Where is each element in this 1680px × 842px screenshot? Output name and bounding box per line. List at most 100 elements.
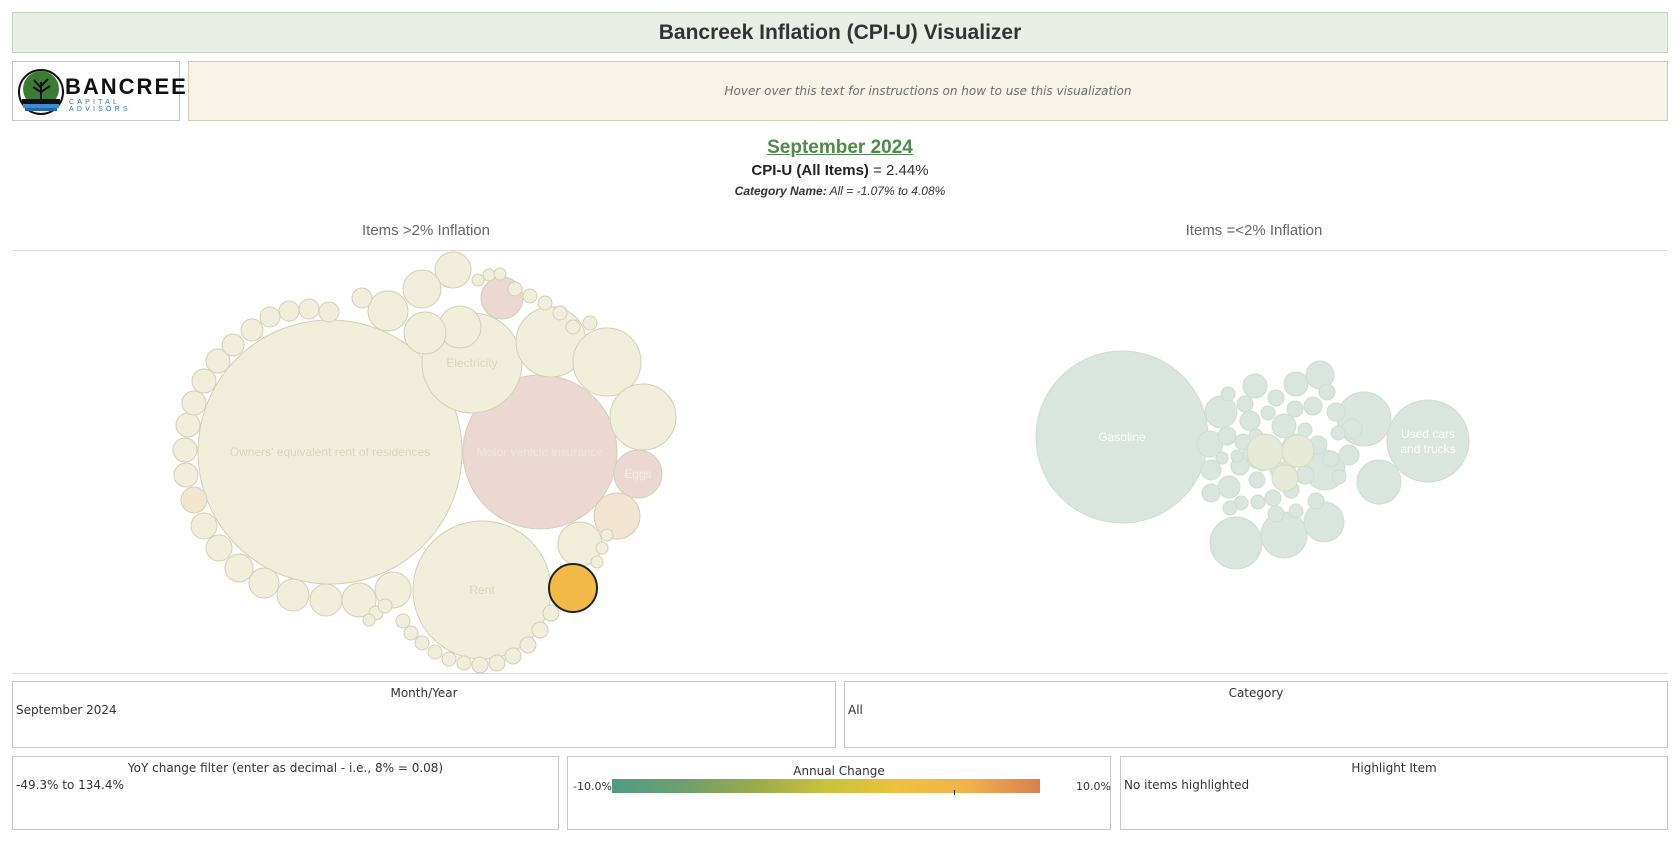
item-bubble[interactable] xyxy=(173,462,199,488)
item-bubble[interactable] xyxy=(1217,426,1237,446)
item-bubble[interactable] xyxy=(1201,483,1221,503)
item-bubble[interactable] xyxy=(1356,459,1402,505)
item-bubble[interactable] xyxy=(298,298,320,320)
item-bubble[interactable] xyxy=(1230,449,1244,463)
item-bubble[interactable] xyxy=(434,251,472,289)
item-bubble[interactable] xyxy=(172,437,198,463)
item-bubble[interactable] xyxy=(395,613,411,629)
item-bubble[interactable] xyxy=(190,512,218,540)
item-bubble[interactable] xyxy=(522,288,538,304)
item-bubble[interactable] xyxy=(1295,465,1315,485)
item-bubble[interactable] xyxy=(175,412,201,438)
item-bubble[interactable] xyxy=(224,553,254,583)
item-bubble[interactable] xyxy=(590,555,604,569)
item-bubble[interactable] xyxy=(613,449,663,499)
item-bubble[interactable] xyxy=(582,315,598,331)
item-bubble[interactable] xyxy=(1267,389,1285,407)
item-bubble[interactable] xyxy=(482,268,496,282)
item-bubble[interactable] xyxy=(191,368,217,394)
item-bubble[interactable] xyxy=(367,290,409,332)
item-bubble[interactable] xyxy=(1215,451,1229,465)
item-bubble[interactable] xyxy=(1286,400,1304,418)
item-bubble[interactable] xyxy=(1303,501,1345,543)
item-bubble[interactable] xyxy=(1220,386,1236,402)
item-bubble[interactable] xyxy=(600,528,614,542)
item-bubble[interactable] xyxy=(1331,469,1347,485)
item-bubble[interactable] xyxy=(240,318,264,342)
item-bubble[interactable] xyxy=(181,390,207,416)
item-bubble[interactable] xyxy=(1341,418,1363,440)
item-bubble[interactable] xyxy=(318,301,340,323)
item-bubble[interactable] xyxy=(1336,391,1392,447)
item-bubble[interactable] xyxy=(276,578,310,612)
month-year-filter[interactable]: Month/Year September 2024 xyxy=(12,681,836,748)
item-bubble[interactable] xyxy=(1204,395,1238,429)
item-bubble[interactable] xyxy=(259,306,281,328)
item-bubble[interactable] xyxy=(1338,444,1360,466)
item-bubble[interactable] xyxy=(1303,396,1323,416)
item-bubble[interactable] xyxy=(595,541,609,555)
item-bubble[interactable] xyxy=(471,273,485,287)
item-bubble[interactable] xyxy=(1326,402,1346,422)
item-bubble[interactable] xyxy=(1236,395,1254,413)
item-bubble[interactable] xyxy=(1222,500,1238,516)
yoy-filter[interactable]: YoY change filter (enter as decimal - i.… xyxy=(12,756,559,830)
item-bubble[interactable] xyxy=(504,647,522,665)
item-bubble[interactable] xyxy=(427,644,443,660)
item-bubble[interactable] xyxy=(278,300,300,322)
item-bubble[interactable] xyxy=(1260,405,1276,421)
item-bubble[interactable] xyxy=(1322,450,1340,468)
item-bubble[interactable] xyxy=(537,295,553,311)
item-bubble[interactable] xyxy=(609,383,677,451)
item-bubble[interactable] xyxy=(1209,516,1263,570)
item-bubble[interactable] xyxy=(1307,492,1325,510)
item-bubble[interactable] xyxy=(507,281,523,297)
item-bubble[interactable] xyxy=(456,655,472,671)
item-bubble[interactable] xyxy=(542,604,560,622)
item-bubble[interactable] xyxy=(1217,475,1241,499)
item-bubble[interactable] xyxy=(593,492,641,540)
item-bubble[interactable] xyxy=(205,348,231,374)
item-bubble[interactable] xyxy=(1267,505,1285,523)
item-bubble[interactable] xyxy=(493,267,507,281)
item-bubble[interactable] xyxy=(180,486,208,514)
item-bubble[interactable] xyxy=(402,269,442,309)
item-bubble[interactable] xyxy=(1246,433,1284,471)
highlighted-item-bubble[interactable] xyxy=(548,563,598,613)
item-bubble[interactable] xyxy=(351,287,373,309)
item-bubble[interactable] xyxy=(1386,399,1470,483)
category-value[interactable]: All xyxy=(848,703,863,717)
item-bubble[interactable] xyxy=(309,583,343,617)
item-bubble[interactable] xyxy=(1318,383,1336,401)
instructions-box[interactable]: Hover over this text for instructions on… xyxy=(188,61,1668,121)
item-bubble[interactable] xyxy=(471,656,489,674)
item-bubble[interactable] xyxy=(1264,489,1282,507)
item-bubble[interactable] xyxy=(1239,410,1261,432)
highlight-item-filter[interactable]: Highlight Item No items highlighted xyxy=(1120,756,1668,830)
item-bubble[interactable] xyxy=(221,333,245,357)
item-bubble[interactable] xyxy=(1242,373,1268,399)
item-bubble[interactable] xyxy=(205,534,233,562)
item-bubble[interactable] xyxy=(565,319,581,335)
item-bubble[interactable] xyxy=(488,654,506,672)
item-bubble[interactable] xyxy=(248,567,280,599)
item-bubble[interactable] xyxy=(1250,494,1266,510)
item-bubble[interactable] xyxy=(1288,503,1304,519)
item-bubble[interactable] xyxy=(414,635,430,651)
item-bubble[interactable] xyxy=(1200,459,1222,481)
item-bubble[interactable] xyxy=(377,598,393,614)
item-bubble[interactable] xyxy=(403,311,447,355)
item-bubble[interactable] xyxy=(1271,464,1299,492)
item-bubble[interactable] xyxy=(519,636,537,654)
instructions-text[interactable]: Hover over this text for instructions on… xyxy=(724,84,1132,98)
item-bubble[interactable] xyxy=(531,621,549,639)
item-bubble[interactable] xyxy=(362,613,376,627)
item-bubble[interactable] xyxy=(1281,434,1315,468)
item-bubble[interactable] xyxy=(1248,471,1266,489)
item-bubble[interactable] xyxy=(1283,371,1309,397)
category-filter[interactable]: Category All xyxy=(844,681,1668,748)
item-bubble[interactable] xyxy=(552,305,568,321)
item-bubble[interactable] xyxy=(441,651,457,667)
item-bubble[interactable] xyxy=(572,327,642,397)
